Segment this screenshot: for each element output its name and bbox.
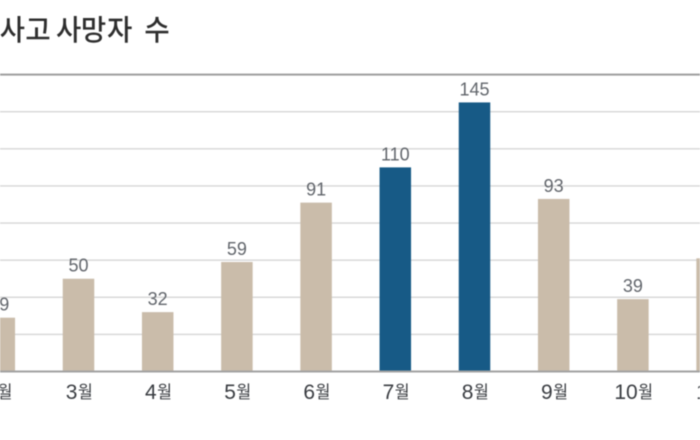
svg-text:93: 93 xyxy=(544,176,564,196)
svg-text:91: 91 xyxy=(306,180,326,200)
svg-text:7: 7 xyxy=(383,381,395,404)
svg-text:145: 145 xyxy=(459,79,489,99)
svg-text:32: 32 xyxy=(148,289,168,309)
svg-text:39: 39 xyxy=(623,276,643,296)
svg-text:4: 4 xyxy=(145,381,157,404)
svg-text:11: 11 xyxy=(696,381,700,404)
svg-text:6: 6 xyxy=(303,381,315,404)
svg-text:50: 50 xyxy=(68,256,88,276)
svg-text:3: 3 xyxy=(66,381,78,404)
svg-text:59: 59 xyxy=(227,239,247,259)
svg-text:9: 9 xyxy=(541,381,553,404)
svg-text:8: 8 xyxy=(462,381,474,404)
svg-text:10: 10 xyxy=(614,381,637,404)
svg-text:5: 5 xyxy=(224,381,236,404)
svg-text:29: 29 xyxy=(0,295,9,315)
svg-text:110: 110 xyxy=(381,144,410,164)
